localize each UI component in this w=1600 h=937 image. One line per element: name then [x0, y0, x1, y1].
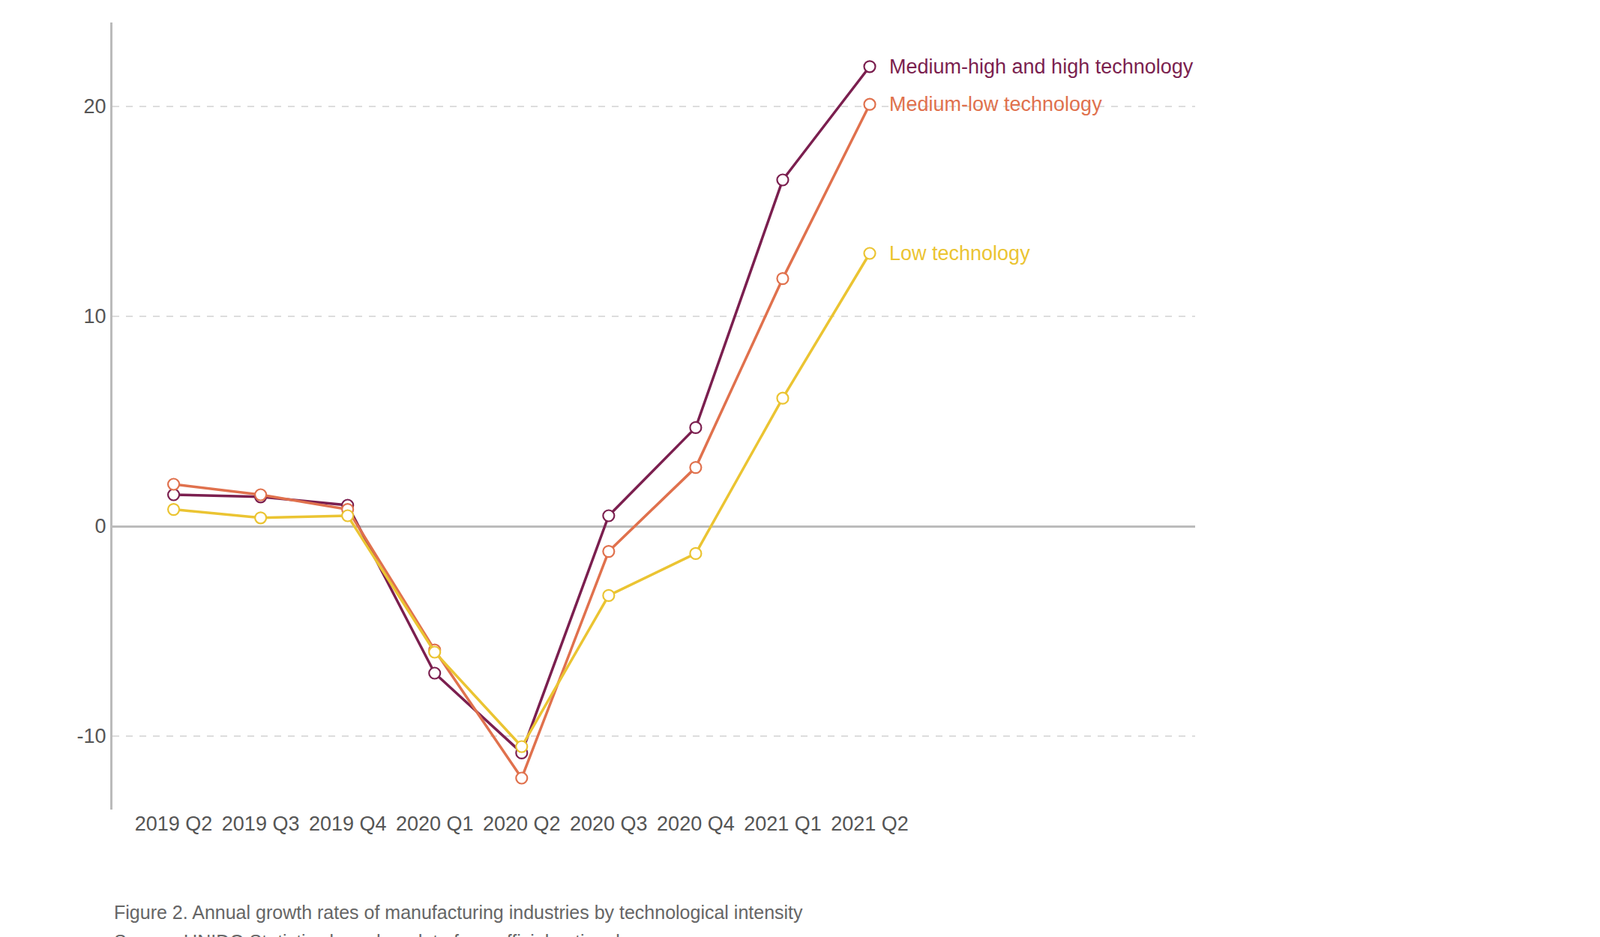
svg-text:0: 0: [95, 515, 107, 538]
svg-text:Medium-low technology: Medium-low technology: [889, 92, 1103, 116]
svg-text:2020 Q2: 2020 Q2: [482, 812, 561, 836]
svg-text:2020 Q4: 2020 Q4: [656, 812, 735, 836]
svg-text:2020 Q1: 2020 Q1: [395, 812, 474, 836]
svg-text:2019 Q4: 2019 Q4: [308, 812, 387, 836]
svg-text:10: 10: [83, 305, 107, 328]
svg-text:Medium-high and high technolog: Medium-high and high technology: [889, 55, 1194, 78]
svg-text:2021 Q1: 2021 Q1: [743, 812, 822, 836]
svg-text:Source: UNIDO Statistics based: Source: UNIDO Statistics based on data f…: [113, 931, 696, 937]
svg-text:2019 Q3: 2019 Q3: [221, 812, 300, 836]
svg-text:20: 20: [83, 95, 107, 118]
svg-text:Figure 2. Annual growth rates: Figure 2. Annual growth rates of manufac…: [113, 901, 803, 923]
svg-text:-10: -10: [77, 725, 107, 748]
svg-text:2020 Q3: 2020 Q3: [569, 812, 648, 836]
svg-text:2021 Q2: 2021 Q2: [830, 812, 909, 836]
svg-text:2019 Q2: 2019 Q2: [134, 812, 213, 836]
svg-text:Low technology: Low technology: [889, 242, 1031, 265]
